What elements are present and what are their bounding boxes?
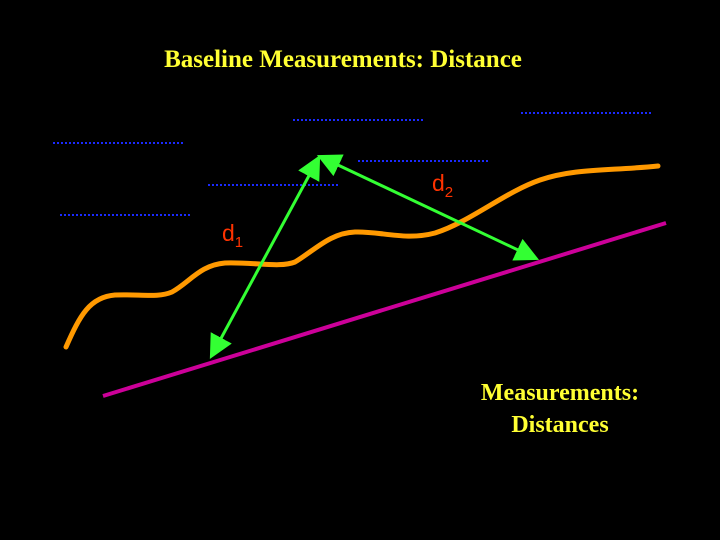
- caption-line-1: Measurements:: [480, 380, 640, 406]
- d2-label-subscript: 2: [445, 184, 453, 201]
- caption-line-2: Distances: [511, 412, 609, 438]
- distance-label-d2: d2: [432, 170, 453, 201]
- distance-arrow-d1: [209, 155, 321, 359]
- caption: Measurements: Distances: [455, 377, 665, 441]
- measurement-curve: [63, 163, 661, 350]
- baseline-line: [102, 221, 667, 398]
- distance-arrow-d2: [316, 154, 540, 261]
- d1-label-main: d: [222, 220, 235, 246]
- d1-label-subscript: 1: [235, 234, 243, 251]
- d2-label-main: d: [432, 170, 445, 196]
- slide-title: Baseline Measurements: Distance: [164, 46, 522, 73]
- distance-label-d1: d1: [222, 220, 243, 251]
